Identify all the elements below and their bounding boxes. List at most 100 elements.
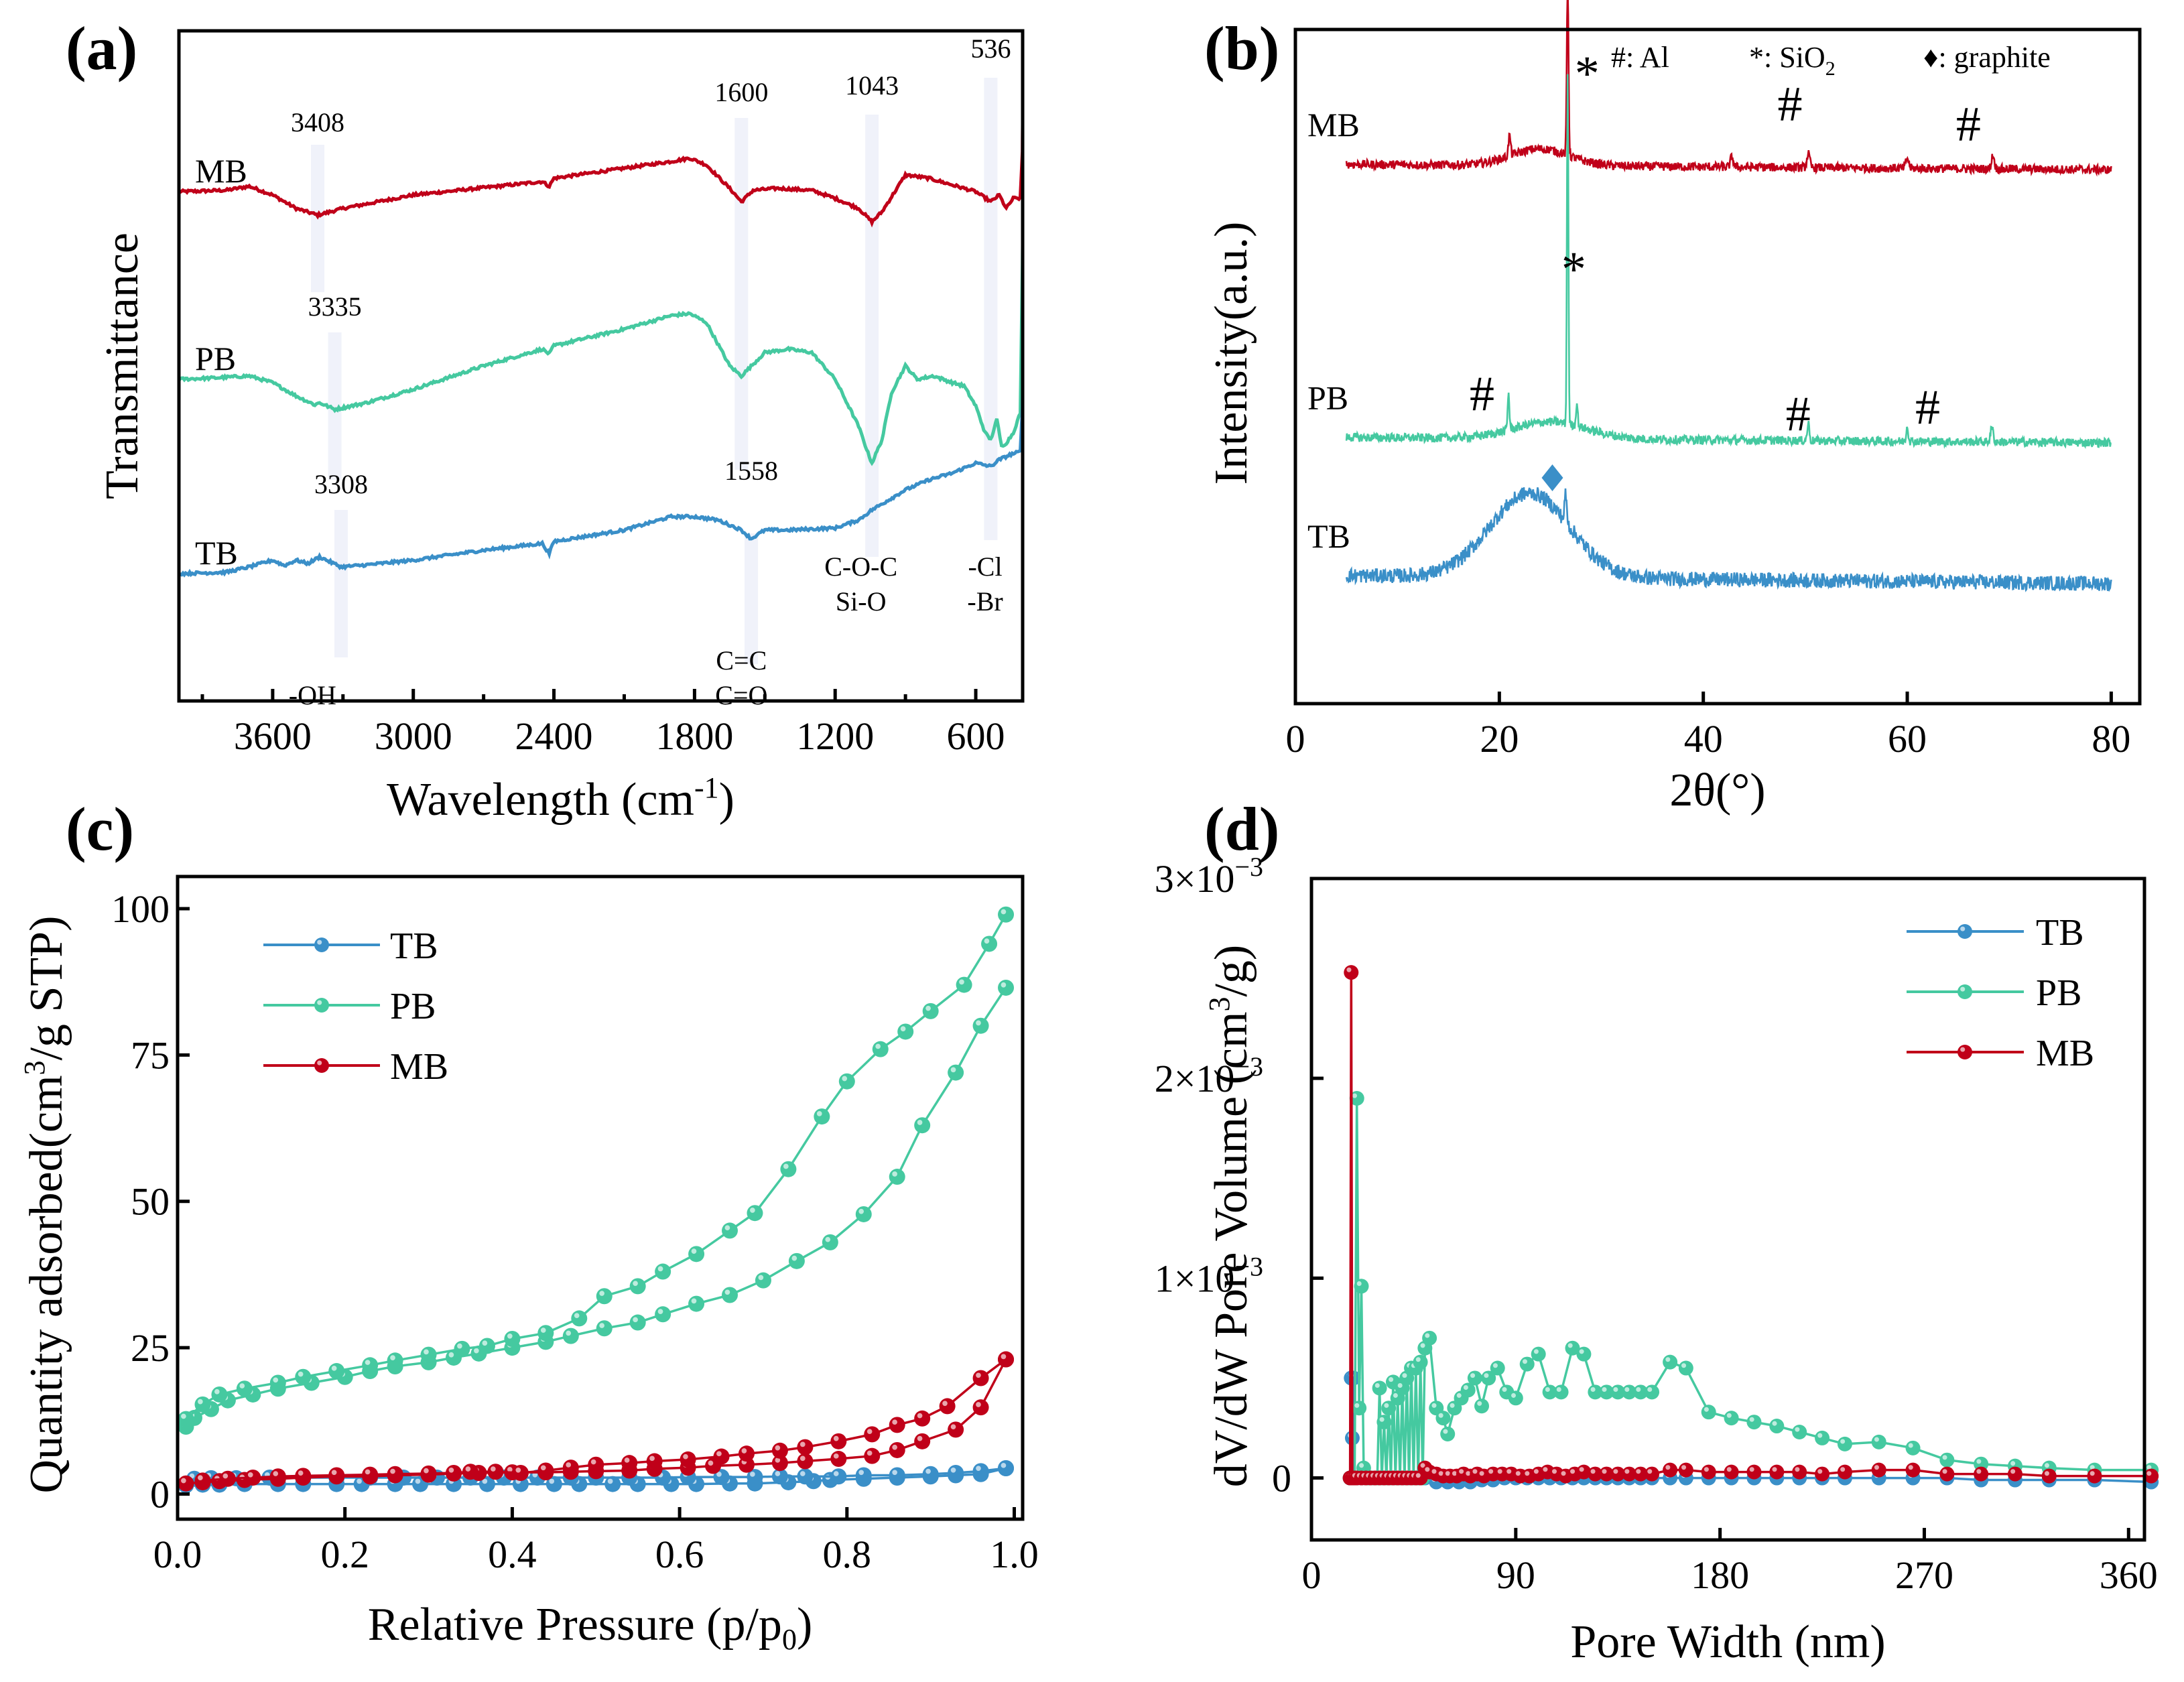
data-point-pb-highlight [1420,1343,1425,1348]
data-point-pb-highlight [959,979,964,985]
data-point-mb-highlight [775,1458,781,1463]
data-point-mb [562,1460,579,1476]
data-point-pb [571,1310,588,1327]
data-point-mb-highlight [1466,1471,1471,1476]
legend-marker-pb-highlight [1960,986,1966,992]
data-point-pb-highlight [892,1171,897,1177]
data-point-tb [998,1460,1015,1477]
series-label-tb: TB [1307,517,1350,555]
graphite-diamond-marker [1541,464,1563,491]
data-point-mb [830,1433,847,1449]
y-axis-title-sup: 3 [18,1060,51,1075]
legend-marker-mb [314,1058,329,1073]
data-point-pb-highlight [783,1163,789,1169]
data-point-pb-highlight [1492,1363,1498,1368]
data-point-pb-highlight [1450,1403,1455,1408]
data-point-mb [1974,1466,1989,1482]
legend-marker-pb-highlight [317,1000,322,1005]
data-point-pb [688,1295,705,1312]
legend-marker-pb [1957,984,1972,999]
x-tick-label: 3600 [234,714,312,758]
data-point-pb-highlight [657,1309,663,1314]
ftir-line-pb [178,245,1025,466]
data-point-mb-highlight [1533,1469,1539,1474]
data-point-pb [872,1041,889,1057]
data-point-tb-highlight [549,1478,555,1484]
data-point-pb [1519,1356,1535,1372]
data-point-mb-highlight [1525,1471,1530,1476]
data-point-pb-highlight [457,1343,462,1349]
data-point-mb-highlight [1908,1465,1913,1470]
plot-frame [177,29,1025,703]
data-point-mb-highlight [649,1455,655,1462]
data-point-pb [981,935,998,952]
data-point-mb [914,1410,931,1427]
data-point-mb-highlight [390,1468,395,1474]
data-point-mb-highlight [866,1429,873,1434]
data-point-mb-highlight [1647,1469,1653,1474]
data-point-pb [596,1320,613,1337]
y-axis-title: Transmittance [97,233,148,499]
data-point-pb-highlight [791,1255,797,1261]
legend-label-mb: MB [2036,1033,2094,1074]
data-point-mb-highlight [1749,1467,1754,1472]
x-tick-label: 3000 [375,714,452,758]
data-point-pb-highlight [984,938,990,944]
y-axis-title-sup: 3 [1203,997,1236,1012]
data-point-pb [1440,1426,1456,1441]
data-point-pb-highlight [1511,1393,1517,1398]
data-point-mb [487,1464,504,1480]
data-point-pb-highlight [448,1352,454,1358]
data-point-mb [269,1468,286,1485]
data-point-pb-highlight [1484,1373,1489,1378]
data-point-pb-highlight [691,1298,697,1304]
data-point-pb-highlight [1352,1093,1357,1098]
pore-distribution-line-mb [1348,972,2152,1480]
data-point-mb-highlight [298,1470,304,1476]
panel-label-d: (d) [1204,795,1279,863]
data-point-pb [1663,1354,1678,1370]
data-point-mb-highlight [1613,1469,1618,1474]
data-point-pb-highlight [198,1399,203,1405]
data-point-pb-highlight [1356,1281,1362,1286]
data-point-mb-highlight [1497,1469,1502,1474]
data-point-pb [1792,1424,1807,1439]
data-point-pb-highlight [331,1365,337,1371]
data-point-pb-highlight [950,1067,956,1073]
data-point-pb-highlight [1533,1349,1539,1354]
data-point-mb-highlight [1570,1469,1576,1474]
y-tick-label: 50 [131,1180,170,1224]
x-tick-label: 0 [1302,1553,1322,1597]
functional-group-label: C-O-C [824,552,897,582]
data-point-mb [864,1447,881,1464]
data-point-mb [1939,1466,1955,1482]
data-point-pb-highlight [566,1330,572,1336]
data-point-pb [1553,1384,1569,1400]
data-point-mb-highlight [448,1467,454,1473]
data-point-mb-highlight [2146,1471,2152,1476]
data-point-pb [562,1328,579,1344]
data-point-pb-highlight [1817,1433,1823,1438]
series-label-mb: MB [195,152,247,190]
data-point-pb [1531,1346,1546,1362]
data-point-tb-highlight [858,1470,864,1476]
data-point-mb [2007,1466,2022,1482]
x-tick-label: 1200 [796,714,874,758]
xrd-line-mb [1345,0,2112,177]
data-point-pb-highlight [1456,1393,1462,1398]
data-point-pb [1508,1390,1523,1406]
data-point-pb-highlight [1001,909,1007,915]
peak-wavenumber-label: 3308 [314,469,368,499]
data-point-mb-highlight [1942,1469,1947,1474]
series-label-pb: PB [195,340,236,377]
data-point-mb [1871,1462,1886,1478]
data-point-pb [747,1205,763,1222]
data-point-pb [956,976,972,993]
data-point-tb [830,1468,847,1485]
data-point-pb [1678,1360,1693,1376]
data-point-mb-highlight [976,1402,981,1407]
data-point-pb-highlight [239,1383,245,1388]
sio2-asterisk-marker: * [1575,47,1600,102]
data-point-pb-highlight [900,1026,906,1032]
data-point-pb-highlight [1402,1373,1407,1378]
